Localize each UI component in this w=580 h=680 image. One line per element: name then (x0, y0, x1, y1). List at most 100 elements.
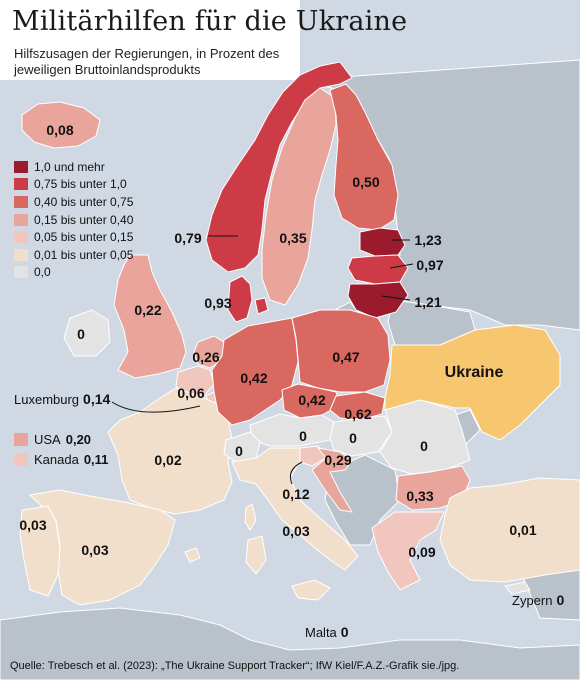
label-luxembourg: Luxemburg 0,14 (14, 391, 110, 407)
legend-item: 0,15 bis unter 0,40 (14, 211, 133, 229)
usa-name: USA (34, 432, 61, 447)
label-switzerland: 0 (235, 443, 243, 459)
country-estonia (359, 227, 406, 257)
label-norway: 0,79 (174, 230, 202, 246)
legend: 1,0 und mehr 0,75 bis unter 1,0 0,40 bis… (14, 158, 133, 281)
country-balearics (184, 547, 201, 563)
legend-swatch (14, 248, 28, 261)
country-lithuania (347, 281, 409, 319)
usa-value: 0,20 (65, 432, 92, 447)
label-turkey: 0,01 (509, 522, 537, 538)
label-estonia: 1,23 (414, 232, 442, 248)
label-uk: 0,22 (134, 302, 162, 318)
legend-label: 0,05 bis unter 0,15 (34, 230, 134, 245)
leader-slovenia (289, 461, 303, 485)
label-greece: 0,09 (408, 544, 436, 560)
canada-name: Kanada (34, 452, 79, 467)
legend-swatch (14, 178, 28, 191)
country-corsica (244, 503, 257, 531)
country-croatia (311, 447, 353, 513)
usa-swatch (14, 433, 28, 446)
label-slovakia: 0,62 (344, 406, 372, 422)
legend-item: 0,75 bis unter 1,0 (14, 176, 133, 194)
label-france: 0,02 (154, 452, 182, 468)
country-italy (231, 447, 359, 571)
map-subtitle: Hilfszusagen der Regierungen, in Prozent… (14, 46, 280, 77)
cyprus-name: Zypern (512, 593, 553, 608)
country-denmark (227, 275, 253, 323)
cyprus-value: 0 (556, 592, 565, 608)
legend-label: 0,15 bis unter 0,40 (34, 212, 134, 227)
legend-swatch (14, 160, 28, 173)
legend-item: 0,0 (14, 264, 133, 282)
label-croatia: 0,29 (324, 452, 352, 468)
legend-item: 0,40 bis unter 0,75 (14, 193, 133, 211)
country-france (107, 387, 233, 515)
leader-luxembourg (111, 401, 201, 413)
label-portugal: 0,03 (19, 517, 47, 533)
legend-label: 0,75 bis unter 1,0 (34, 177, 127, 192)
leader-latvia (389, 263, 414, 269)
legend-swatch (14, 195, 28, 208)
malta-value: 0 (340, 624, 349, 640)
canada-value: 0,11 (83, 452, 109, 467)
source-note: Quelle: Trebesch et al. (2023): „The Ukr… (10, 660, 460, 672)
label-austria: 0 (299, 428, 307, 444)
legend-swatch (14, 213, 28, 226)
country-ireland (63, 309, 111, 357)
country-turkey (439, 477, 580, 583)
label-malta: Malta 0 (305, 624, 349, 640)
label-italy: 0,03 (282, 523, 310, 539)
legend-item: 0,01 bis unter 0,05 (14, 246, 133, 264)
country-cyprus (504, 581, 531, 595)
legend-swatch (14, 266, 28, 279)
header-panel (0, 0, 300, 80)
country-belgium (175, 365, 215, 397)
luxembourg-value: 0,14 (83, 391, 111, 407)
malta-name: Malta (305, 625, 337, 640)
legend-swatch (14, 231, 28, 244)
label-sweden: 0,35 (279, 230, 307, 246)
country-iceland (21, 101, 101, 149)
label-ukraine: Ukraine (444, 364, 504, 381)
legend-label: 1,0 und mehr (34, 159, 105, 174)
label-bulgaria: 0,33 (406, 488, 434, 504)
label-belgium: 0,06 (177, 385, 205, 401)
label-iceland: 0,08 (46, 122, 74, 138)
label-lithuania: 1,21 (414, 294, 442, 310)
country-sicily (291, 579, 331, 601)
country-austria (249, 413, 335, 447)
label-finland: 0,50 (352, 174, 380, 190)
label-poland: 0,47 (332, 349, 360, 365)
legend-label: 0,40 bis unter 0,75 (34, 194, 134, 209)
label-latvia: 0,97 (416, 257, 444, 273)
label-czechia: 0,42 (298, 392, 326, 408)
legend-label: 0,0 (34, 265, 51, 280)
luxembourg-name: Luxemburg (14, 392, 80, 407)
country-romania (379, 399, 471, 475)
canada-swatch (14, 453, 28, 466)
label-slovenia: 0,12 (282, 486, 310, 502)
label-germany: 0,42 (240, 370, 268, 386)
label-ireland: 0 (77, 326, 85, 342)
label-netherlands: 0,26 (192, 349, 220, 365)
legend-item: 1,0 und mehr (14, 158, 133, 176)
country-sweden (261, 87, 337, 306)
legend-label: 0,01 bis unter 0,05 (34, 247, 134, 262)
country-denmark-islands (254, 297, 269, 315)
label-spain: 0,03 (81, 542, 109, 558)
map-title: Militärhilfen für die Ukraine (12, 6, 408, 37)
leader-lithuania (381, 295, 411, 301)
label-denmark: 0,93 (204, 295, 232, 311)
label-romania: 0 (420, 438, 428, 454)
other-usa: USA 0,20 (14, 432, 91, 447)
country-uk (113, 254, 187, 379)
country-germany (211, 317, 299, 426)
country-greece (371, 511, 445, 591)
country-hungary (329, 415, 393, 457)
label-hungary: 0 (349, 430, 357, 446)
country-ukraine (384, 324, 561, 441)
country-finland (329, 83, 399, 231)
